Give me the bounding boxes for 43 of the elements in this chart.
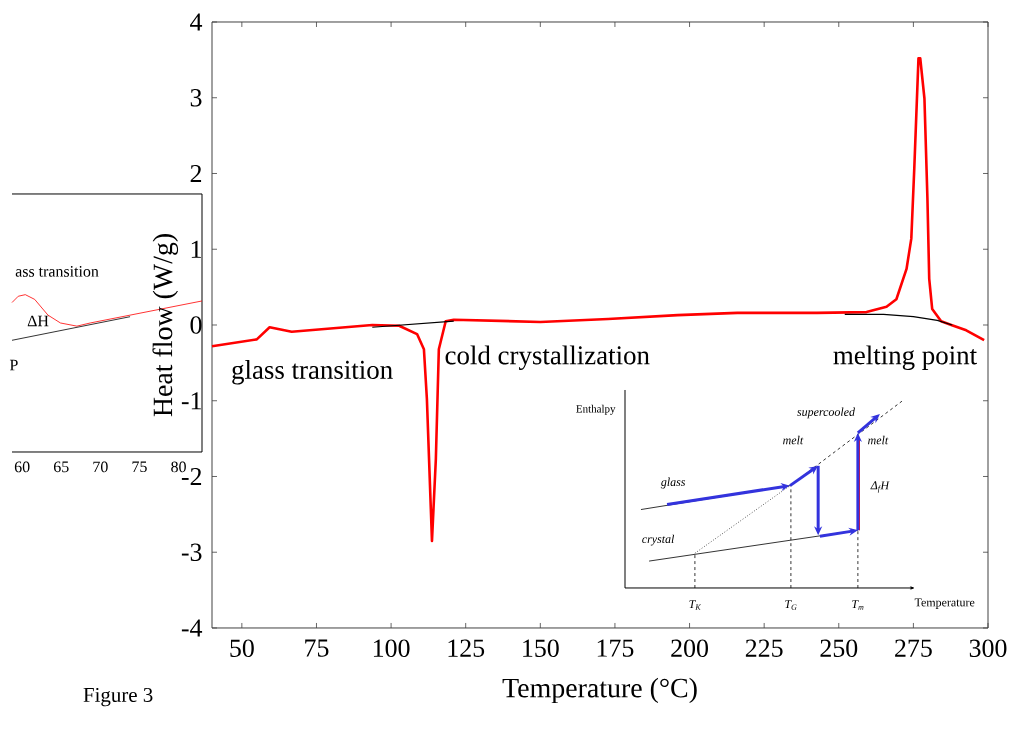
annotation: ΔH [27, 315, 49, 327]
y-tick-label: -4 [181, 619, 203, 637]
x-tick-label: 60 [14, 461, 30, 473]
x-tick-label: 65 [53, 461, 69, 473]
x-tick-label: 275 [895, 639, 932, 657]
x-tick-label: 75 [305, 639, 329, 657]
x-tick-label: 300 [969, 639, 1007, 657]
x-tick-label: 150 [523, 639, 559, 657]
y-axis-title: Heat flow (W/g) [152, 234, 179, 417]
annotation: T$_{G}$ [785, 600, 797, 610]
y-tick-label: 4 [190, 13, 203, 31]
annotation: supercooled [797, 407, 855, 419]
x-tick-label: 70 [93, 461, 108, 473]
annotation: P [9, 359, 18, 371]
annotation: Δ$_{f}$H [870, 481, 890, 493]
annotation: crystal [642, 534, 675, 546]
y-tick-label: -3 [181, 543, 202, 561]
caption: Figure 3 [83, 687, 153, 707]
annotation: melting point [833, 345, 977, 370]
x-tick-label: 50 [230, 639, 254, 657]
text: ass transition [15, 266, 99, 277]
annotation: melt [783, 435, 804, 445]
annotation: melt [868, 435, 889, 445]
text: Temperature [914, 598, 975, 609]
annotation: T$_{m}$ [852, 600, 864, 610]
x-tick-label: 225 [745, 639, 783, 657]
y-tick-label: 0 [190, 316, 202, 334]
x-tick-label: 100 [373, 639, 410, 657]
annotation: T$_{K}$ [689, 600, 701, 610]
x-tick-label: 250 [820, 639, 858, 657]
x-tick-label: 175 [597, 639, 634, 657]
y-tick-label: 3 [190, 89, 202, 107]
y-tick-label: -1 [181, 392, 201, 410]
y-tick-label: 1 [191, 240, 201, 258]
annotation: cold crystallization [445, 345, 650, 370]
x-tick-label: 200 [671, 639, 708, 657]
x-tick-label: 75 [132, 461, 147, 473]
x-tick-label: 125 [448, 639, 485, 657]
annotation: glass [660, 477, 686, 489]
y-tick-label: 2 [190, 164, 202, 183]
annotation: glass transition [232, 360, 393, 385]
x-axis-title: Temperature (°C) [502, 677, 697, 704]
text: Enthalpy [576, 404, 616, 415]
